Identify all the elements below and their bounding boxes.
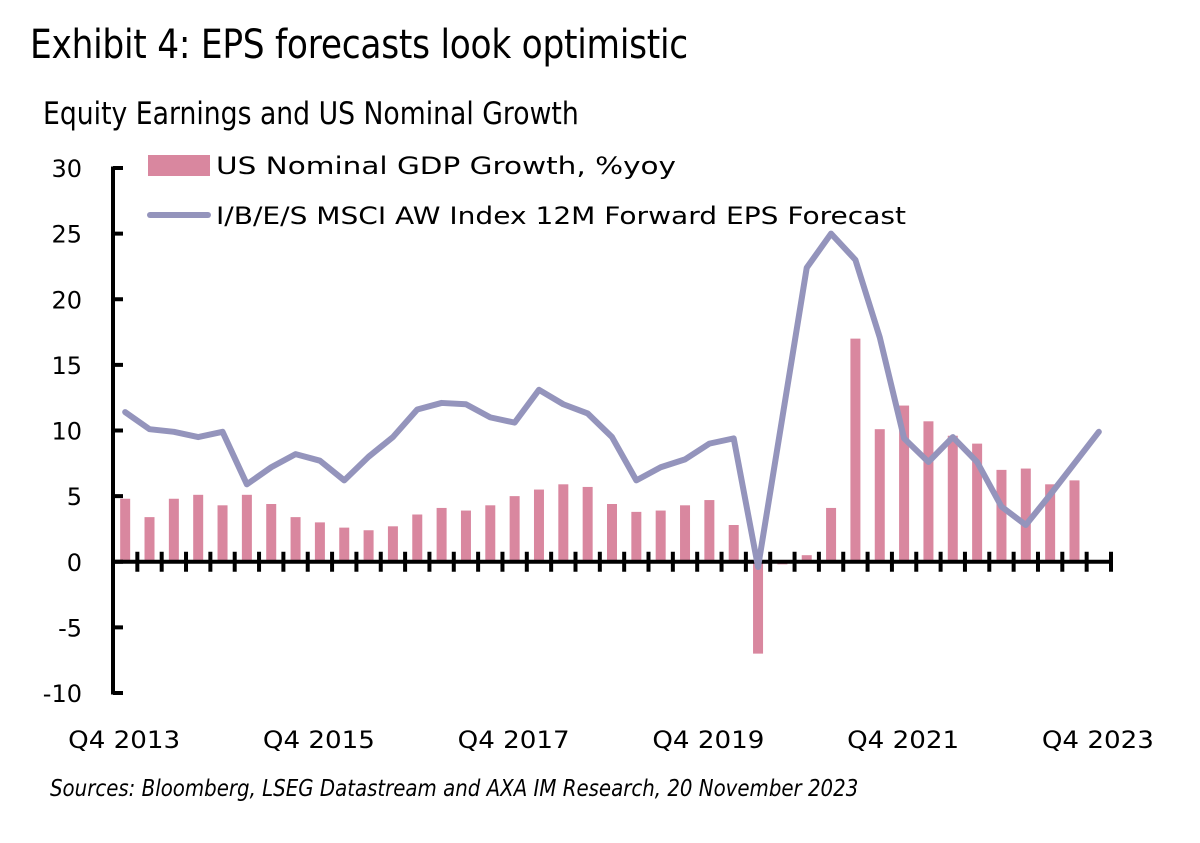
gdp-bar bbox=[947, 435, 958, 562]
gdp-bar bbox=[509, 496, 520, 562]
gdp-bar bbox=[655, 510, 666, 562]
gdp-bar bbox=[582, 486, 593, 562]
bar-series bbox=[120, 338, 1080, 654]
gdp-bar bbox=[899, 405, 910, 562]
y-tick-labels: 30 25 20 15 10 5 0 -5 -10 bbox=[43, 155, 82, 708]
y-tick-label: -5 bbox=[58, 614, 82, 642]
gdp-bar bbox=[1020, 468, 1031, 562]
x-tick-label: Q4 2021 bbox=[847, 726, 959, 754]
gdp-bar bbox=[533, 489, 544, 562]
gdp-bar bbox=[972, 443, 983, 562]
gdp-bar bbox=[850, 338, 861, 562]
gdp-bar bbox=[339, 527, 350, 562]
gdp-bar bbox=[144, 517, 155, 562]
gdp-bar bbox=[436, 507, 447, 562]
x-tick-label: Q4 2023 bbox=[1042, 726, 1154, 754]
axes bbox=[111, 166, 1113, 695]
legend: US Nominal GDP Growth, %yoy I/B/E/S MSCI… bbox=[147, 152, 906, 230]
gdp-bar bbox=[290, 517, 301, 562]
gdp-bar bbox=[363, 530, 374, 562]
y-tick-label: 20 bbox=[51, 286, 82, 314]
gdp-bar bbox=[1069, 480, 1080, 562]
chart-title: Exhibit 4: EPS forecasts look optimistic bbox=[30, 22, 688, 68]
legend-bar-swatch bbox=[148, 155, 210, 176]
gdp-bar bbox=[753, 561, 764, 654]
gdp-bar bbox=[874, 429, 885, 562]
y-tick-label: -10 bbox=[43, 680, 82, 708]
gdp-bar bbox=[704, 500, 715, 562]
y-tick-label: 25 bbox=[51, 221, 82, 249]
source-note: Sources: Bloomberg, LSEG Datastream and … bbox=[50, 776, 859, 802]
x-tick-labels: Q4 2013 Q4 2015 Q4 2017 Q4 2019 Q4 2021 Q4 20… bbox=[68, 726, 1154, 754]
x-tick-label: Q4 2015 bbox=[263, 726, 375, 754]
gdp-bar bbox=[460, 510, 471, 562]
gdp-bar bbox=[607, 504, 617, 562]
gdp-bar bbox=[217, 505, 228, 562]
gdp-bar bbox=[485, 505, 496, 562]
gdp-bar bbox=[314, 522, 325, 562]
eps-line bbox=[122, 230, 1102, 570]
gdp-bar bbox=[826, 507, 837, 562]
y-tick-label: 5 bbox=[67, 483, 82, 511]
x-tick-label: Q4 2013 bbox=[68, 726, 180, 754]
gdp-bar bbox=[266, 504, 277, 562]
legend-label-eps: I/B/E/S MSCI AW Index 12M Forward EPS Fo… bbox=[216, 202, 906, 230]
gdp-bar bbox=[558, 484, 569, 562]
line-series bbox=[122, 230, 1102, 570]
x-tick-label: Q4 2017 bbox=[458, 726, 570, 754]
gdp-bar bbox=[120, 498, 131, 562]
gdp-bar bbox=[728, 525, 739, 562]
x-tick-label: Q4 2019 bbox=[652, 726, 764, 754]
legend-label-gdp: US Nominal GDP Growth, %yoy bbox=[216, 152, 676, 180]
gdp-bar bbox=[680, 505, 691, 562]
gdp-bar bbox=[631, 511, 642, 562]
gdp-bar bbox=[996, 469, 1007, 562]
gdp-bar bbox=[387, 526, 398, 562]
gdp-bar bbox=[1045, 484, 1056, 562]
y-tick-label: 30 bbox=[51, 155, 82, 183]
y-tick-label: 15 bbox=[51, 352, 82, 380]
gdp-bar bbox=[193, 494, 204, 562]
chart-subtitle: Equity Earnings and US Nominal Growth bbox=[43, 96, 579, 132]
y-tick-label: 10 bbox=[51, 418, 82, 446]
gdp-bar bbox=[801, 555, 812, 562]
gdp-bar bbox=[241, 494, 252, 562]
gdp-bar bbox=[923, 421, 934, 562]
y-tick-label: 0 bbox=[67, 549, 82, 577]
gdp-bar bbox=[412, 514, 423, 562]
gdp-bar bbox=[168, 498, 179, 562]
